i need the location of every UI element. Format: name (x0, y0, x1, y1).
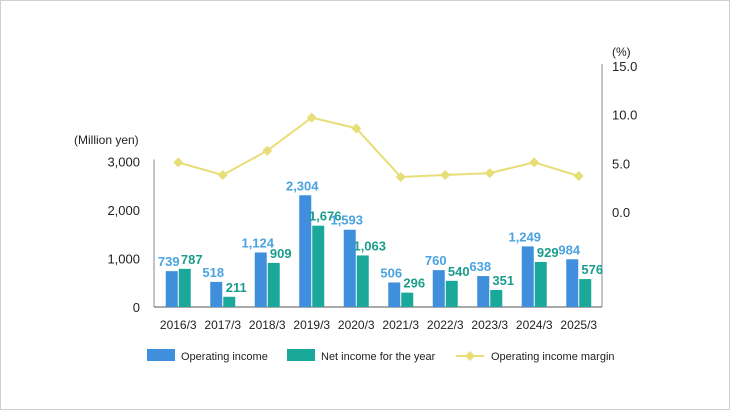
net-income-label: 1,676 (309, 209, 342, 224)
operating-income-label: 518 (202, 265, 224, 280)
right-axis-tick: 15.0 (612, 59, 637, 74)
x-axis-tick: 2025/3 (560, 318, 597, 332)
operating-income-bar (432, 270, 445, 307)
net-income-label: 296 (403, 276, 425, 291)
operating-income-label: 760 (425, 253, 447, 268)
x-axis-tick: 2019/3 (293, 318, 330, 332)
operating-income-margin-point (173, 157, 184, 168)
right-axis-unit: (%) (612, 45, 631, 59)
operating-income-label: 638 (469, 259, 491, 274)
right-axis-tick: 0.0 (612, 205, 630, 220)
net-income-label: 351 (492, 273, 514, 288)
operating-income-label: 2,304 (286, 178, 319, 193)
operating-income-bar (343, 229, 356, 307)
net-income-bar (445, 280, 458, 307)
operating-income-label: 739 (158, 254, 180, 269)
left-axis-tick: 3,000 (107, 155, 140, 170)
legend-marker-margin (465, 351, 475, 361)
net-income-bar (178, 268, 191, 307)
operating-income-margin-point (573, 170, 584, 181)
net-income-label: 929 (537, 245, 559, 260)
operating-income-bar (566, 259, 579, 307)
operating-income-margin-point (440, 170, 451, 181)
legend-swatch-operating-income (147, 349, 175, 361)
x-axis-tick: 2017/3 (204, 318, 241, 332)
x-axis-tick: 2016/3 (160, 318, 197, 332)
legend-swatch-net-income (287, 349, 315, 361)
operating-income-bar (521, 246, 534, 307)
net-income-bar (490, 289, 503, 307)
left-axis-tick: 0 (133, 300, 140, 315)
net-income-label: 540 (448, 264, 470, 279)
operating-income-bar (165, 271, 178, 307)
net-income-label: 211 (226, 280, 247, 295)
legend-label-net-income: Net income for the year (321, 351, 436, 363)
net-income-label: 787 (181, 252, 203, 267)
left-axis-tick: 1,000 (107, 252, 140, 267)
operating-income-bar (210, 281, 223, 307)
x-axis-tick: 2024/3 (516, 318, 553, 332)
net-income-bar (579, 279, 592, 307)
x-axis-tick: 2023/3 (471, 318, 508, 332)
operating-income-bar (254, 252, 267, 307)
operating-income-margin-point (306, 112, 317, 123)
net-income-bar (312, 225, 325, 307)
net-income-bar (356, 255, 369, 307)
operating-income-label: 1,124 (241, 235, 274, 250)
net-income-bar (267, 262, 280, 307)
operating-income-label: 1,593 (330, 213, 363, 228)
operating-income-label: 984 (558, 242, 580, 257)
operating-income-label: 506 (380, 265, 402, 280)
net-income-bar (223, 296, 236, 307)
operating-income-label: 1,249 (508, 229, 541, 244)
x-axis-tick: 2020/3 (338, 318, 375, 332)
net-income-bar (401, 292, 414, 307)
x-axis-tick: 2018/3 (249, 318, 286, 332)
net-income-label: 909 (270, 246, 292, 261)
operating-income-bar (477, 276, 490, 307)
operating-income-margin-point (529, 157, 540, 168)
operating-income-margin-point (395, 171, 406, 182)
net-income-label: 576 (581, 262, 603, 277)
operating-income-bar (388, 282, 401, 307)
right-axis-tick: 10.0 (612, 108, 637, 123)
operating-income-margin-point (351, 123, 362, 134)
net-income-label: 1,063 (353, 238, 386, 253)
operating-income-margin-point (484, 168, 495, 179)
operating-income-margin-point (217, 170, 228, 181)
legend-label-operating-income: Operating income (181, 351, 268, 363)
operating-income-margin-line (177, 116, 580, 178)
left-axis-unit: (Million yen) (74, 133, 139, 147)
operating-income-margin-point (262, 145, 273, 156)
x-axis-tick: 2022/3 (427, 318, 464, 332)
net-income-bar (534, 261, 547, 307)
right-axis-tick: 5.0 (612, 156, 630, 171)
legend-label-margin: Operating income margin (491, 351, 615, 363)
operating-income-bar (299, 195, 312, 307)
x-axis-tick: 2021/3 (382, 318, 419, 332)
left-axis-tick: 2,000 (107, 203, 140, 218)
